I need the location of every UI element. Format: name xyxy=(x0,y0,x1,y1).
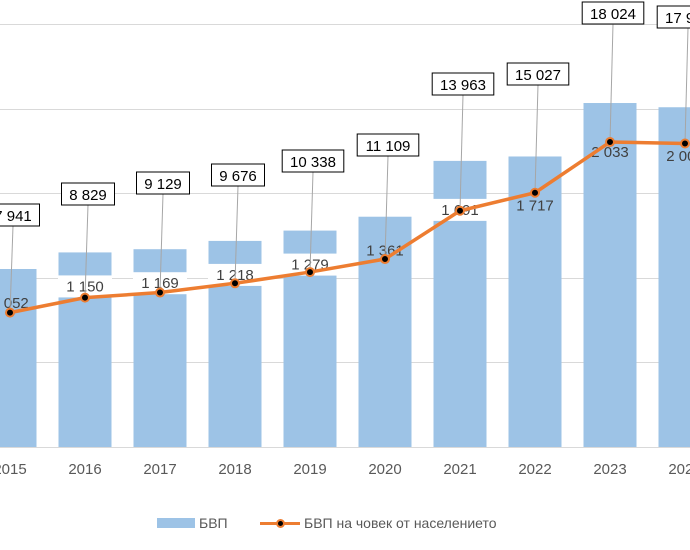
legend-line-marker xyxy=(276,519,285,528)
line-data-label: 17 937 xyxy=(665,10,690,27)
legend-bar-series-label: БВП xyxy=(199,515,228,531)
legend-bar-swatch xyxy=(157,518,195,528)
bar xyxy=(508,156,562,448)
line-data-label: 9 129 xyxy=(144,176,182,193)
line-label-box xyxy=(506,62,570,86)
line-data-label: 9 676 xyxy=(219,168,257,185)
line-marker xyxy=(380,254,390,265)
line-label-box xyxy=(136,171,190,195)
line-label-leader xyxy=(234,185,239,284)
line-label-leader xyxy=(609,23,614,143)
x-tick-label: 2022 xyxy=(518,461,551,478)
line-data-label: 13 963 xyxy=(440,77,486,94)
line-label-box xyxy=(431,72,495,96)
line-label-leader xyxy=(159,193,164,293)
line-marker xyxy=(680,138,690,149)
line-data-label: 15 027 xyxy=(515,67,561,84)
line-label-box xyxy=(581,1,645,25)
x-tick-label: 2017 xyxy=(143,461,176,478)
x-tick-label: 2015 xyxy=(0,461,27,478)
line-label-box xyxy=(0,203,40,227)
bar-data-label: 1 052 xyxy=(0,295,29,312)
line-label-box xyxy=(61,182,115,206)
line-marker xyxy=(605,137,615,148)
line-marker xyxy=(5,307,15,318)
line-marker xyxy=(80,292,90,303)
bar-data-label: 1 717 xyxy=(516,197,554,214)
x-tick-label: 2018 xyxy=(218,461,251,478)
line-label-box xyxy=(211,163,265,187)
line-label-box xyxy=(656,5,690,29)
line-label-leader xyxy=(384,155,389,260)
bar xyxy=(658,107,690,447)
bar xyxy=(583,103,637,447)
line-label-box xyxy=(356,133,420,157)
legend-item-bar-series: БВП xyxy=(157,510,228,536)
legend: БВП БВП на човек от населението xyxy=(0,510,690,536)
line-data-label: 10 338 xyxy=(290,154,336,171)
line-label-leader xyxy=(309,171,314,273)
line-marker xyxy=(530,187,540,198)
line-marker xyxy=(305,267,315,278)
x-tick-label: 2024 xyxy=(668,461,690,478)
bar xyxy=(0,269,37,447)
line-label-leader xyxy=(684,27,689,144)
line-label-leader xyxy=(534,84,539,193)
bar-data-label: 2 008 xyxy=(666,148,690,165)
line-marker xyxy=(455,205,465,216)
legend-item-line-series: БВП на човек от населението xyxy=(260,510,497,536)
line-label-leader xyxy=(9,225,14,313)
line-label-box xyxy=(281,149,345,173)
line-data-label: 18 024 xyxy=(590,6,636,23)
x-tick-label: 2023 xyxy=(593,461,626,478)
x-tick-label: 2021 xyxy=(443,461,476,478)
line-data-label: 7 941 xyxy=(0,208,32,225)
line-marker xyxy=(155,287,165,298)
line-marker xyxy=(230,278,240,289)
x-tick-label: 2019 xyxy=(293,461,326,478)
line-data-label: 11 109 xyxy=(366,138,411,155)
x-tick-label: 2016 xyxy=(68,461,101,478)
legend-line-swatch xyxy=(260,516,300,530)
line-data-label: 8 829 xyxy=(69,187,107,204)
legend-line-series-label: БВП на човек от населението xyxy=(304,515,497,531)
line-label-leader xyxy=(84,204,89,298)
chart-svg: 2015 2016 2017 2018 2019 2020 2021 2022 2023 2024… xyxy=(0,1,690,478)
x-tick-label: 2020 xyxy=(368,461,401,478)
line-series-path xyxy=(9,140,686,315)
line-label-leader xyxy=(459,94,464,211)
